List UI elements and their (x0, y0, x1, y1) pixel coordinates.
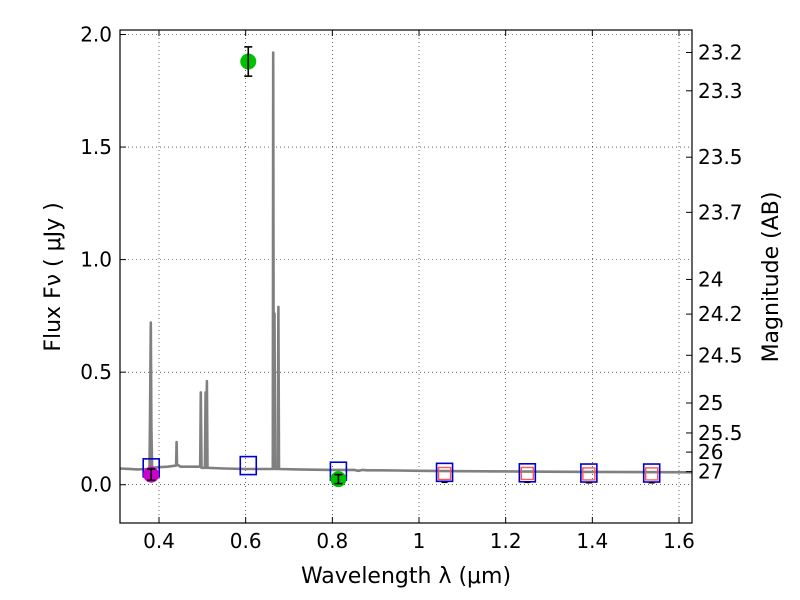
y2-axis-label: Magnitude (AB) (759, 192, 784, 363)
upper-limit-marker (645, 467, 659, 481)
model-box (518, 462, 537, 483)
spectrum-layer (119, 51, 693, 474)
y-tick-label: 0.0 (80, 473, 112, 497)
x-tick-label: 1 (413, 529, 426, 553)
magnitude-tick-label: 24 (698, 267, 723, 291)
model-box (435, 462, 454, 483)
x-tick-label: 1.2 (490, 529, 522, 553)
magnitude-tick-label: 23.3 (698, 79, 743, 103)
x-tick-label: 1.6 (663, 529, 695, 553)
marker-layer (142, 46, 661, 488)
x-tick-label: 1.4 (576, 529, 608, 553)
magnitude-tick-label: 25.5 (698, 421, 743, 445)
magnitude-tick-label: 24.5 (698, 343, 743, 367)
y-tick-label: 0.5 (80, 360, 112, 384)
x-axis-label: Wavelength λ (μm) (301, 564, 511, 589)
y-tick-label: 2.0 (80, 23, 112, 47)
magnitude-tick-label: 25 (698, 391, 723, 415)
plot-frame (119, 29, 693, 524)
grid-lines (120, 30, 692, 523)
model-box (642, 463, 661, 483)
magnitude-tick-label: 23.7 (698, 200, 743, 224)
magnitude-tick-label: 26 (698, 440, 723, 464)
magnitude-tick-label: 27 (698, 460, 723, 484)
tick-layer: 0.4 0.6 0.8 1 1.2 1.4 1.6 0.0 0.5 1.0 1.5 2.0 23.2 23… (80, 23, 742, 553)
magnitude-tick-label: 24.2 (698, 302, 743, 326)
upper-limit-marker (582, 467, 596, 481)
spectrum-line (119, 51, 693, 474)
y-axis-label: Flux Fν ( μJy ) (41, 202, 66, 351)
magnitude-tick-label: 23.5 (698, 145, 743, 169)
x-tick-label: 0.6 (230, 529, 262, 553)
y-tick-label: 1.0 (80, 248, 112, 272)
plot-background (120, 30, 692, 523)
magnitude-tick-label: 23.2 (698, 41, 743, 65)
model-box (580, 463, 598, 483)
x-tick-label: 0.8 (316, 529, 348, 553)
y-tick-label: 1.5 (80, 135, 112, 159)
upper-limit-marker (520, 466, 535, 481)
x-tick-label: 0.4 (143, 529, 175, 553)
upper-limit-marker (437, 466, 452, 481)
model-box (239, 455, 258, 476)
